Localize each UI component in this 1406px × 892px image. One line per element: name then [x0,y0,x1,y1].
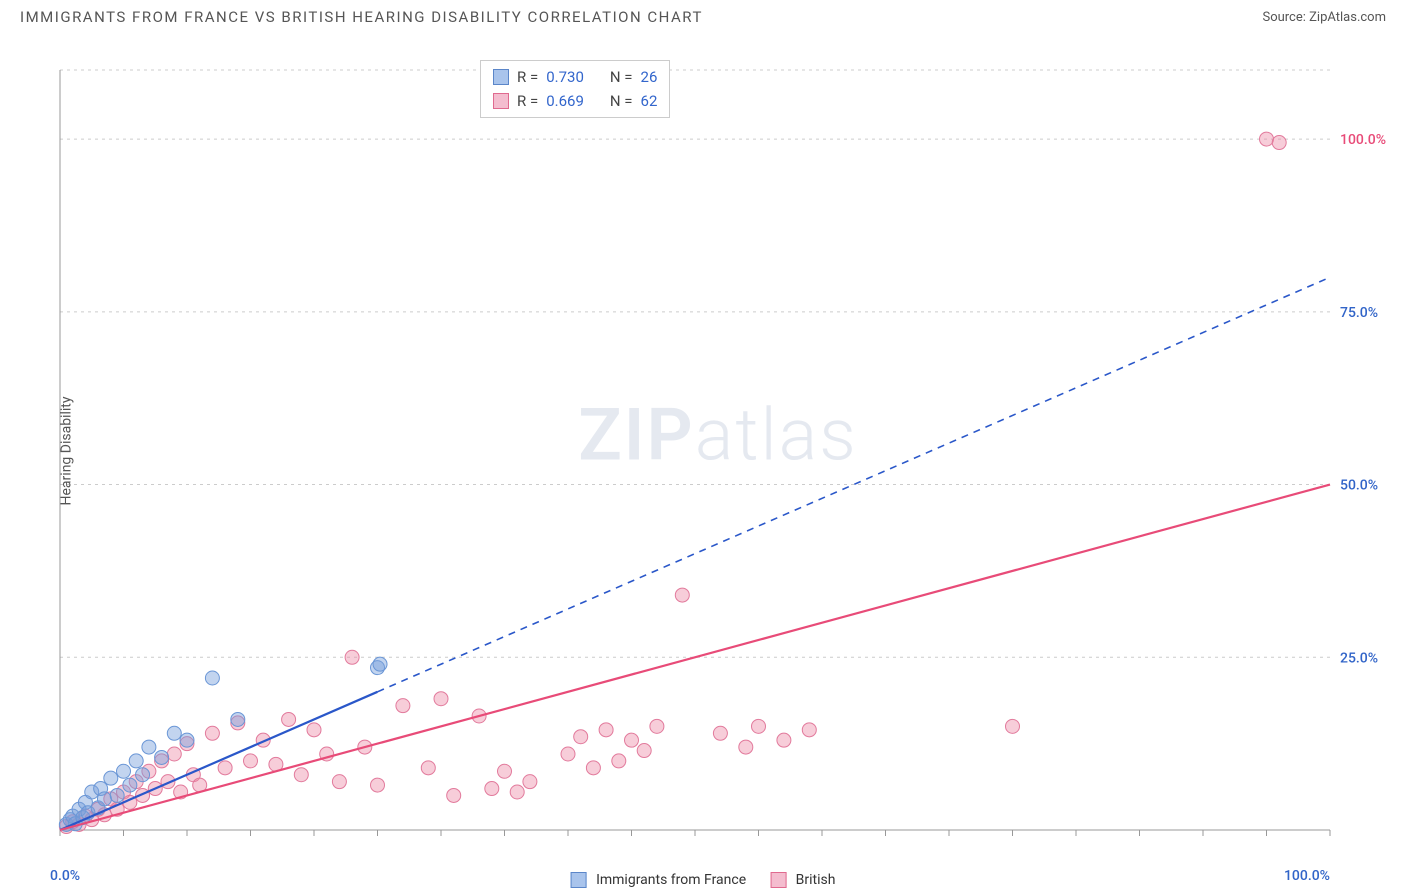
chart-container: Hearing Disability ZIPatlas 25.0%50.0%75… [50,40,1386,862]
legend-label-british: British [796,872,836,888]
data-point [129,754,143,768]
data-point [110,788,124,802]
y-axis-label: Hearing Disability [58,397,74,506]
data-point [561,747,575,761]
swatch-british-icon [770,872,786,888]
data-point [574,730,588,744]
data-point [498,764,512,778]
data-point [650,719,664,733]
data-point [612,754,626,768]
legend-item-british: British [770,872,835,888]
r-value-british: 0.669 [546,89,584,113]
chart-title: IMMIGRANTS FROM FRANCE VS BRITISH HEARIN… [20,8,703,26]
data-point [625,733,639,747]
data-point [421,761,435,775]
x-origin-label: 0.0% [50,868,80,884]
data-point [97,792,111,806]
data-point [180,733,194,747]
data-point [205,726,219,740]
swatch-france [493,69,509,85]
svg-text:75.0%: 75.0% [1340,305,1378,321]
data-point [167,726,181,740]
data-point [523,775,537,789]
data-point [123,778,137,792]
scatter-chart: 25.0% 50.0% 75.0% 100.0% [50,40,1386,840]
data-point [1272,136,1286,150]
stats-row-france: R = 0.730 N = 26 [493,65,657,89]
data-point [155,750,169,764]
r-label: R = [517,65,538,89]
data-point [117,764,131,778]
data-point [586,761,600,775]
regression-line [60,692,378,830]
legend-item-france: Immigrants from France [571,872,747,888]
r-label: R = [517,89,538,113]
data-point [218,761,232,775]
data-point [510,785,524,799]
n-label: N = [610,89,633,113]
legend: Immigrants from France British [571,872,836,888]
data-point [675,588,689,602]
data-point [307,723,321,737]
data-point [231,712,245,726]
data-point [434,692,448,706]
data-point [136,768,150,782]
data-point [282,712,296,726]
data-point [752,719,766,733]
svg-text:50.0%: 50.0% [1340,478,1378,494]
data-point [294,768,308,782]
data-point [599,723,613,737]
data-point [447,788,461,802]
svg-text:25.0%: 25.0% [1340,650,1378,666]
data-point [739,740,753,754]
data-point [371,778,385,792]
data-point [244,754,258,768]
data-point [1260,132,1274,146]
correlation-stats-box: R = 0.730 N = 26 R = 0.669 N = 62 [480,60,670,118]
swatch-france-icon [571,872,587,888]
n-label: N = [610,65,633,89]
legend-label-france: Immigrants from France [596,872,746,888]
data-point [777,733,791,747]
data-point [396,699,410,713]
data-point [205,671,219,685]
svg-text:100.0%: 100.0% [1340,132,1386,148]
swatch-british [493,93,509,109]
data-point [142,740,156,754]
data-point [485,782,499,796]
data-point [713,726,727,740]
source-label: Source: ZipAtlas.com [1262,10,1386,25]
data-point [104,771,118,785]
data-point [167,747,181,761]
data-point [1006,719,1020,733]
x-max-label: 100.0% [1284,868,1330,884]
n-value-british: 62 [641,89,658,113]
data-point [373,657,387,671]
n-value-france: 26 [641,65,658,89]
data-point [802,723,816,737]
data-point [332,775,346,789]
r-value-france: 0.730 [546,65,584,89]
stats-row-british: R = 0.669 N = 62 [493,89,657,113]
header: IMMIGRANTS FROM FRANCE VS BRITISH HEARIN… [0,0,1406,30]
data-point [345,650,359,664]
data-point [637,744,651,758]
